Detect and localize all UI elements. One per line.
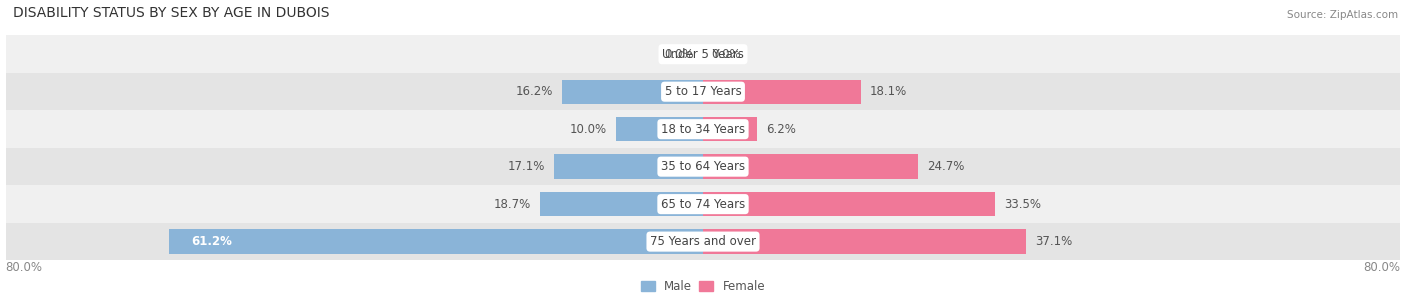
Text: 6.2%: 6.2% bbox=[766, 123, 796, 136]
Text: 0.0%: 0.0% bbox=[711, 48, 741, 61]
Text: 75 Years and over: 75 Years and over bbox=[650, 235, 756, 248]
Text: 61.2%: 61.2% bbox=[191, 235, 232, 248]
Bar bbox=[703, 192, 995, 216]
Text: 24.7%: 24.7% bbox=[927, 160, 965, 173]
Bar bbox=[540, 192, 703, 216]
Bar bbox=[703, 117, 756, 141]
Text: 33.5%: 33.5% bbox=[1004, 198, 1040, 211]
Text: 5 to 17 Years: 5 to 17 Years bbox=[665, 85, 741, 98]
Bar bbox=[562, 80, 703, 104]
Text: Source: ZipAtlas.com: Source: ZipAtlas.com bbox=[1286, 10, 1398, 20]
Text: 16.2%: 16.2% bbox=[516, 85, 553, 98]
Bar bbox=[6, 148, 1400, 185]
Bar bbox=[170, 230, 703, 254]
Text: 18 to 34 Years: 18 to 34 Years bbox=[661, 123, 745, 136]
Bar bbox=[616, 117, 703, 141]
Text: 18.1%: 18.1% bbox=[869, 85, 907, 98]
Bar bbox=[6, 73, 1400, 110]
Text: Under 5 Years: Under 5 Years bbox=[662, 48, 744, 61]
Text: 37.1%: 37.1% bbox=[1035, 235, 1073, 248]
Bar bbox=[6, 110, 1400, 148]
Bar bbox=[703, 80, 860, 104]
Bar bbox=[6, 36, 1400, 73]
Legend: Male, Female: Male, Female bbox=[636, 275, 770, 297]
Text: DISABILITY STATUS BY SEX BY AGE IN DUBOIS: DISABILITY STATUS BY SEX BY AGE IN DUBOI… bbox=[13, 6, 329, 20]
Bar bbox=[703, 230, 1026, 254]
Bar bbox=[554, 154, 703, 179]
Text: 65 to 74 Years: 65 to 74 Years bbox=[661, 198, 745, 211]
Bar bbox=[6, 185, 1400, 223]
Text: 35 to 64 Years: 35 to 64 Years bbox=[661, 160, 745, 173]
Text: 0.0%: 0.0% bbox=[665, 48, 695, 61]
Text: 80.0%: 80.0% bbox=[1364, 261, 1400, 275]
Text: 10.0%: 10.0% bbox=[569, 123, 607, 136]
Text: 18.7%: 18.7% bbox=[494, 198, 531, 211]
Text: 80.0%: 80.0% bbox=[6, 261, 42, 275]
Text: 17.1%: 17.1% bbox=[508, 160, 546, 173]
Bar bbox=[6, 223, 1400, 260]
Bar bbox=[703, 154, 918, 179]
